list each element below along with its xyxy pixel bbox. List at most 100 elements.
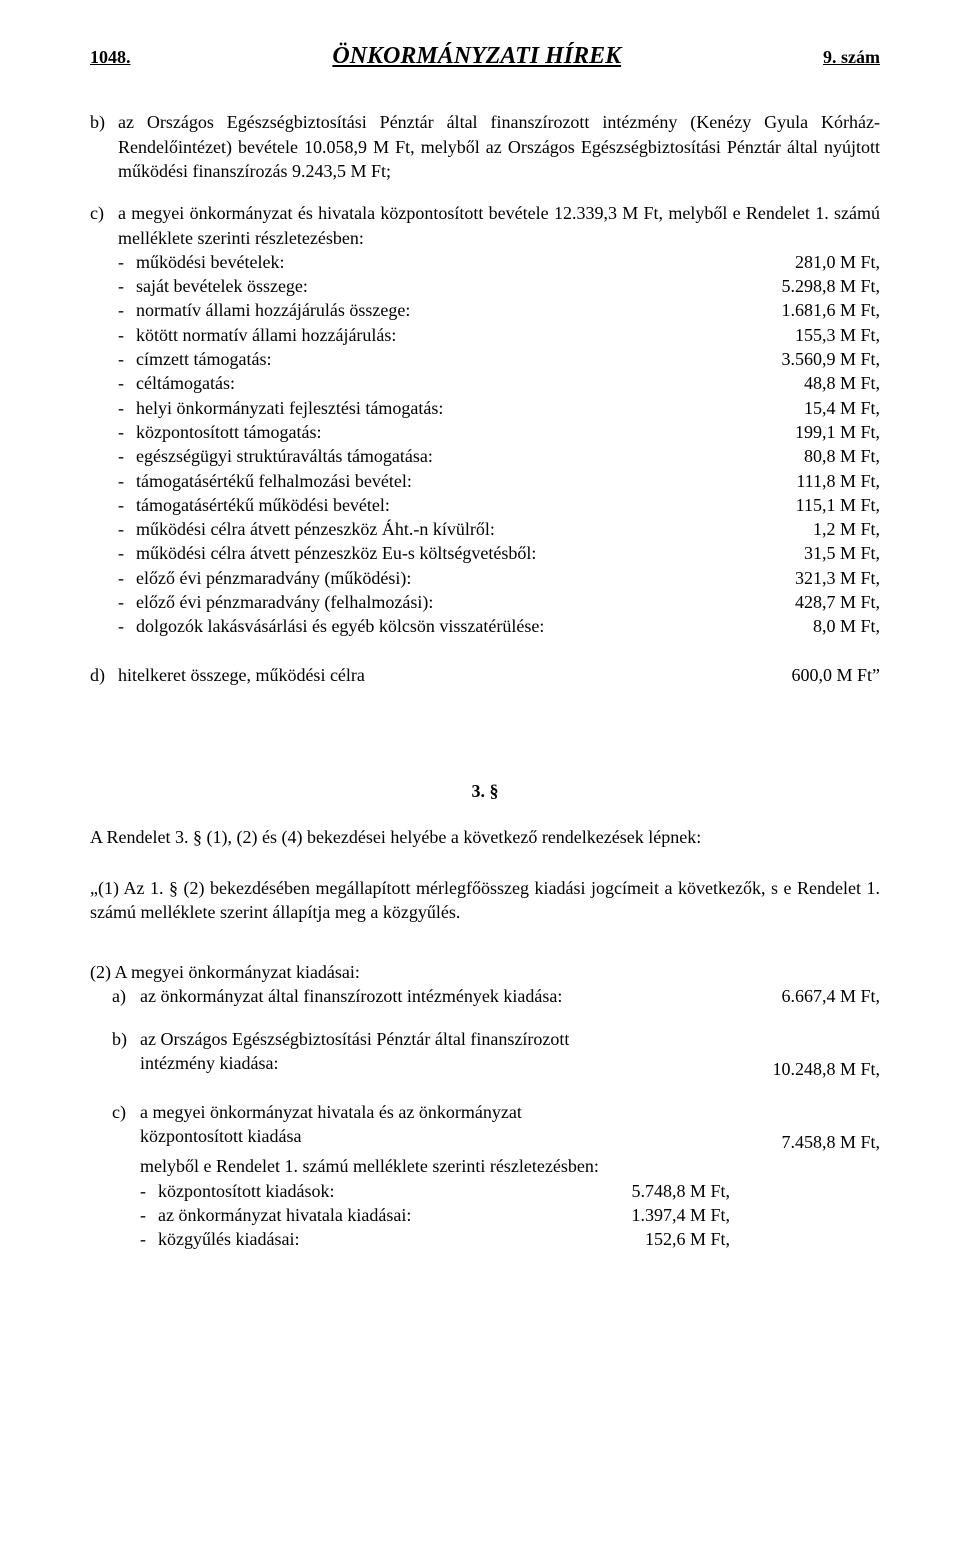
list-item: -közgyűlés kiadásai:152,6 M Ft,	[140, 1227, 880, 1251]
list-item-value: 3.560,9 M Ft,	[781, 347, 880, 371]
list-item: -előző évi pénzmaradvány (felhalmozási):…	[118, 590, 880, 614]
bullet-dash: -	[140, 1203, 158, 1227]
clause-c-list: -működési bevételek:281,0 M Ft,-saját be…	[118, 250, 880, 639]
clause-c-text: a megyei önkormányzat és hivatala közpon…	[118, 201, 880, 250]
s2-c-lead: c)	[112, 1100, 140, 1124]
list-item: -dolgozók lakásvásárlási és egyéb kölcsö…	[118, 614, 880, 638]
list-item-value: 155,3 M Ft,	[795, 323, 880, 347]
s2-b-lead: b)	[112, 1027, 140, 1051]
s2-c: c) a megyei önkormányzat hivatala és az …	[112, 1100, 880, 1252]
bullet-dash: -	[118, 274, 136, 298]
list-item-label: kötött normatív állami hozzájárulás:	[136, 323, 795, 347]
clause-d-label: hitelkeret összege, működési célra	[118, 663, 365, 687]
list-item-value: 281,0 M Ft,	[795, 250, 880, 274]
list-item-value: 321,3 M Ft,	[795, 566, 880, 590]
section-3-p1: „(1) Az 1. § (2) bekezdésében megállapít…	[90, 876, 880, 925]
bullet-dash: -	[118, 566, 136, 590]
list-item: -központosított kiadások:5.748,8 M Ft,	[140, 1179, 880, 1203]
bullet-dash: -	[118, 517, 136, 541]
clause-b-text: az Országos Egészségbiztosítási Pénztár …	[118, 110, 880, 183]
list-item: -működési célra átvett pénzeszköz Áht.-n…	[118, 517, 880, 541]
list-item: -működési bevételek:281,0 M Ft,	[118, 250, 880, 274]
list-item-label: saját bevételek összege:	[136, 274, 781, 298]
list-item-label: előző évi pénzmaradvány (működési):	[136, 566, 795, 590]
list-item: -címzett támogatás:3.560,9 M Ft,	[118, 347, 880, 371]
clause-b-lead: b)	[90, 110, 118, 134]
list-item-label: működési célra átvett pénzeszköz Eu-s kö…	[136, 541, 804, 565]
list-item: -normatív állami hozzájárulás összege:1.…	[118, 298, 880, 322]
bullet-dash: -	[140, 1179, 158, 1203]
list-item-label: az önkormányzat hivatala kiadásai:	[158, 1203, 631, 1227]
list-item-value: 1,2 M Ft,	[813, 517, 880, 541]
bullet-dash: -	[118, 590, 136, 614]
list-item-label: támogatásértékű felhalmozási bevétel:	[136, 469, 796, 493]
list-item: -céltámogatás:48,8 M Ft,	[118, 371, 880, 395]
s2-c-list: -központosított kiadások:5.748,8 M Ft,-a…	[140, 1179, 880, 1252]
list-item: -támogatásértékű felhalmozási bevétel:11…	[118, 469, 880, 493]
list-item-value: 31,5 M Ft,	[804, 541, 880, 565]
section-3-intro: A Rendelet 3. § (1), (2) és (4) bekezdés…	[90, 825, 880, 849]
list-item-value: 80,8 M Ft,	[804, 444, 880, 468]
bullet-dash: -	[118, 614, 136, 638]
s2-a-label: az önkormányzat által finanszírozott int…	[140, 984, 562, 1008]
list-item: -egészségügyi struktúraváltás támogatása…	[118, 444, 880, 468]
list-item: -előző évi pénzmaradvány (működési):321,…	[118, 566, 880, 590]
list-item-value: 15,4 M Ft,	[804, 396, 880, 420]
list-item-label: központosított támogatás:	[136, 420, 795, 444]
bullet-dash: -	[140, 1227, 158, 1251]
list-item-label: támogatásértékű működési bevétel:	[136, 493, 796, 517]
list-item-value: 428,7 M Ft,	[795, 590, 880, 614]
bullet-dash: -	[118, 396, 136, 420]
list-item-label: címzett támogatás:	[136, 347, 781, 371]
bullet-dash: -	[118, 298, 136, 322]
list-item-value: 5.298,8 M Ft,	[781, 274, 880, 298]
section-2-heading: (2) A megyei önkormányzat kiadásai:	[90, 960, 880, 984]
bullet-dash: -	[118, 347, 136, 371]
list-item-value: 8,0 M Ft,	[813, 614, 880, 638]
page-number: 1048.	[90, 45, 131, 69]
list-item: -kötött normatív állami hozzájárulás:155…	[118, 323, 880, 347]
s2-c-value: 7.458,8 M Ft,	[781, 1130, 880, 1154]
s2-c-line2: központosított kiadása	[140, 1124, 301, 1148]
s2-b-value: 10.248,8 M Ft,	[772, 1057, 880, 1081]
s2-b-line2: intézmény kiadása:	[140, 1051, 278, 1075]
clause-c-lead: c)	[90, 201, 118, 225]
bullet-dash: -	[118, 250, 136, 274]
s2-b-line1: az Országos Egészségbiztosítási Pénztár …	[140, 1027, 569, 1051]
list-item-value: 199,1 M Ft,	[795, 420, 880, 444]
list-item-value: 152,6 M Ft,	[645, 1227, 880, 1251]
bullet-dash: -	[118, 444, 136, 468]
list-item-value: 48,8 M Ft,	[804, 371, 880, 395]
list-item-value: 1.681,6 M Ft,	[781, 298, 880, 322]
bullet-dash: -	[118, 469, 136, 493]
bullet-dash: -	[118, 371, 136, 395]
clause-d-lead: d)	[90, 663, 118, 687]
list-item: -támogatásértékű működési bevétel:115,1 …	[118, 493, 880, 517]
list-item: -saját bevételek összege:5.298,8 M Ft,	[118, 274, 880, 298]
page-header: 1048. ÖNKORMÁNYZATI HÍREK 9. szám	[90, 40, 880, 72]
list-item-label: működési célra átvett pénzeszköz Áht.-n …	[136, 517, 813, 541]
section-3-heading: 3. §	[90, 779, 880, 803]
list-item-label: működési bevételek:	[136, 250, 795, 274]
list-item-label: normatív állami hozzájárulás összege:	[136, 298, 781, 322]
s2-a-value: 6.667,4 M Ft,	[781, 984, 880, 1008]
bullet-dash: -	[118, 541, 136, 565]
s2-c-line1: a megyei önkormányzat hivatala és az önk…	[140, 1100, 522, 1124]
list-item-label: közgyűlés kiadásai:	[158, 1227, 645, 1251]
bullet-dash: -	[118, 323, 136, 347]
list-item-value: 111,8 M Ft,	[796, 469, 880, 493]
clause-d: d) hitelkeret összege, működési célra 60…	[90, 663, 880, 687]
list-item-label: dolgozók lakásvásárlási és egyéb kölcsön…	[136, 614, 813, 638]
bullet-dash: -	[118, 493, 136, 517]
list-item-value: 115,1 M Ft,	[796, 493, 880, 517]
list-item: -központosított támogatás:199,1 M Ft,	[118, 420, 880, 444]
list-item-label: egészségügyi struktúraváltás támogatása:	[136, 444, 804, 468]
list-item-label: központosított kiadások:	[158, 1179, 631, 1203]
bullet-dash: -	[118, 420, 136, 444]
list-item-label: helyi önkormányzati fejlesztési támogatá…	[136, 396, 804, 420]
list-item-value: 5.748,8 M Ft,	[631, 1179, 880, 1203]
clause-b: b) az Országos Egészségbiztosítási Pénzt…	[90, 110, 880, 183]
issue-number: 9. szám	[823, 45, 880, 69]
list-item: -működési célra átvett pénzeszköz Eu-s k…	[118, 541, 880, 565]
s2-b: b) az Országos Egészségbiztosítási Pénzt…	[112, 1027, 880, 1082]
